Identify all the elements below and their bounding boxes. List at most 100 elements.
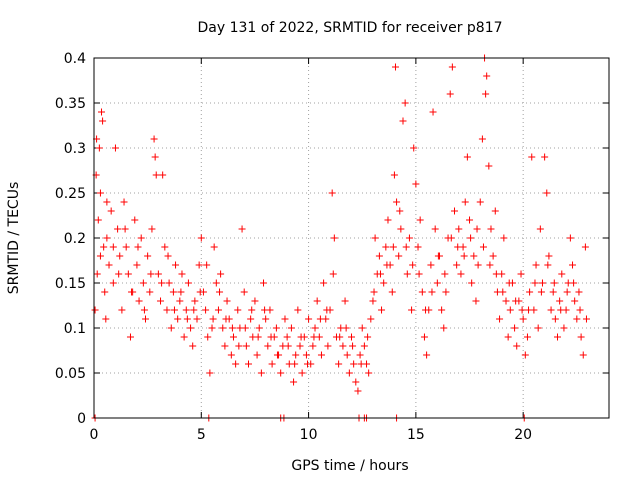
data-point bbox=[460, 252, 468, 260]
data-point bbox=[364, 333, 372, 341]
data-point bbox=[573, 315, 581, 323]
data-point bbox=[365, 369, 373, 377]
data-point bbox=[410, 144, 418, 152]
data-point bbox=[434, 252, 442, 260]
data-point bbox=[96, 189, 104, 197]
plot-frame bbox=[93, 57, 610, 419]
data-point bbox=[103, 234, 111, 242]
data-point bbox=[109, 243, 117, 251]
data-point bbox=[544, 261, 552, 269]
data-point bbox=[405, 234, 413, 242]
data-point bbox=[206, 369, 214, 377]
data-point bbox=[111, 144, 119, 152]
data-point bbox=[401, 99, 409, 107]
data-point bbox=[316, 315, 324, 323]
data-point bbox=[328, 189, 336, 197]
data-point bbox=[283, 333, 291, 341]
data-point bbox=[468, 279, 476, 287]
data-point bbox=[383, 261, 391, 269]
data-point bbox=[433, 279, 441, 287]
data-point bbox=[264, 342, 272, 350]
data-point bbox=[504, 333, 512, 341]
data-point bbox=[531, 279, 539, 287]
data-point bbox=[492, 270, 500, 278]
data-point bbox=[298, 369, 306, 377]
data-point bbox=[114, 225, 122, 233]
data-point bbox=[397, 225, 405, 233]
data-point bbox=[209, 315, 217, 323]
data-point bbox=[131, 216, 139, 224]
data-point bbox=[482, 90, 490, 98]
data-point bbox=[99, 117, 107, 125]
data-point bbox=[102, 315, 110, 323]
data-point bbox=[137, 234, 145, 242]
data-point bbox=[151, 153, 159, 161]
data-point bbox=[296, 342, 304, 350]
data-point bbox=[146, 288, 154, 296]
data-point bbox=[124, 270, 132, 278]
data-point bbox=[367, 315, 375, 323]
data-point bbox=[370, 288, 378, 296]
data-point bbox=[242, 342, 250, 350]
data-point bbox=[576, 306, 584, 314]
data-point bbox=[483, 72, 491, 80]
data-point bbox=[195, 261, 203, 269]
data-point bbox=[208, 324, 216, 332]
data-point bbox=[204, 333, 212, 341]
data-point bbox=[273, 351, 281, 359]
data-point bbox=[500, 234, 508, 242]
data-point bbox=[165, 279, 173, 287]
y-tick-label: 0 bbox=[77, 411, 86, 427]
data-point bbox=[448, 63, 456, 71]
data-point bbox=[148, 225, 156, 233]
data-point bbox=[393, 198, 401, 206]
data-point bbox=[329, 270, 337, 278]
data-point bbox=[543, 189, 551, 197]
data-point bbox=[420, 333, 428, 341]
data-point bbox=[234, 306, 242, 314]
data-point bbox=[473, 225, 481, 233]
x-tick-label: 0 bbox=[90, 427, 99, 443]
data-point bbox=[453, 261, 461, 269]
x-axis-label: GPS time / hours bbox=[291, 458, 408, 474]
data-point bbox=[323, 306, 331, 314]
data-point bbox=[193, 315, 201, 323]
data-point bbox=[135, 297, 143, 305]
data-point bbox=[558, 270, 566, 278]
data-point bbox=[157, 297, 165, 305]
data-point bbox=[537, 288, 545, 296]
data-point bbox=[382, 243, 390, 251]
data-point bbox=[512, 297, 520, 305]
data-point bbox=[221, 342, 229, 350]
data-point bbox=[223, 297, 231, 305]
data-point bbox=[147, 270, 155, 278]
data-point bbox=[342, 324, 350, 332]
data-point bbox=[489, 252, 497, 260]
y-axis-label: SRMTID / TECUs bbox=[6, 182, 22, 295]
data-point bbox=[487, 225, 495, 233]
y-tick-label: 0.35 bbox=[55, 96, 86, 112]
data-point bbox=[297, 333, 305, 341]
data-point bbox=[579, 351, 587, 359]
data-point bbox=[505, 279, 513, 287]
data-point bbox=[341, 297, 349, 305]
data-point bbox=[304, 360, 312, 368]
data-point bbox=[416, 216, 424, 224]
data-point bbox=[575, 288, 583, 296]
x-tick-label: 5 bbox=[197, 427, 206, 443]
data-point bbox=[547, 306, 555, 314]
data-point bbox=[371, 234, 379, 242]
data-point bbox=[313, 297, 321, 305]
y-tick-label: 0.1 bbox=[64, 321, 86, 337]
data-point bbox=[219, 324, 227, 332]
data-point bbox=[414, 243, 422, 251]
data-point bbox=[93, 270, 101, 278]
data-point bbox=[267, 333, 275, 341]
y-tick-label: 0.3 bbox=[64, 141, 86, 157]
data-point bbox=[423, 351, 431, 359]
data-point bbox=[107, 207, 115, 215]
data-point bbox=[415, 270, 423, 278]
data-point bbox=[217, 270, 225, 278]
data-point bbox=[550, 279, 558, 287]
